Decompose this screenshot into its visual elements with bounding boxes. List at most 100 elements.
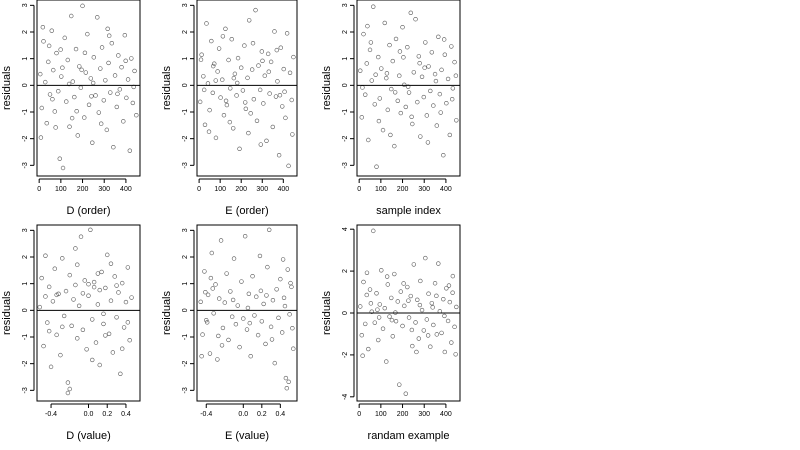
data-point	[377, 302, 382, 307]
y-tick-label: 0	[22, 308, 29, 312]
data-point	[278, 276, 283, 282]
data-point	[204, 320, 210, 325]
data-point	[129, 56, 134, 61]
y-tick-label: -1	[182, 334, 189, 340]
data-point	[60, 165, 66, 171]
data-point	[453, 352, 458, 357]
data-point	[99, 45, 105, 50]
data-point	[395, 98, 400, 104]
data-point	[253, 7, 258, 13]
y-tick-label: 2	[182, 30, 189, 34]
data-point	[69, 13, 74, 19]
data-point	[384, 274, 390, 279]
data-point	[46, 284, 52, 290]
data-point	[392, 271, 397, 277]
data-point	[200, 332, 205, 337]
data-point	[83, 70, 88, 75]
data-point	[73, 282, 78, 288]
plot-frame	[356, 0, 461, 177]
data-point	[279, 330, 285, 335]
data-point	[86, 293, 91, 298]
x-tick-label: 400	[440, 411, 452, 418]
data-point	[416, 54, 421, 59]
data-point	[127, 338, 132, 343]
data-point	[237, 146, 242, 152]
data-point	[82, 278, 87, 283]
data-point	[127, 148, 133, 153]
data-point	[398, 289, 403, 294]
data-point	[444, 286, 449, 291]
data-point	[64, 99, 69, 104]
data-point	[197, 99, 203, 105]
data-point	[95, 271, 101, 276]
y-tick-label: -2	[342, 352, 349, 358]
data-point	[408, 10, 413, 16]
data-point	[402, 303, 407, 309]
data-point	[243, 106, 249, 112]
data-point	[439, 330, 444, 336]
data-point	[400, 25, 405, 30]
y-tick-label: -2	[182, 360, 189, 366]
data-point	[118, 371, 123, 376]
data-point	[270, 124, 275, 130]
data-point	[242, 234, 248, 239]
data-point	[75, 336, 80, 341]
data-point	[198, 299, 203, 304]
data-point	[119, 64, 124, 70]
data-point	[286, 163, 291, 169]
data-point	[70, 79, 75, 84]
data-point	[232, 71, 238, 77]
data-point	[376, 118, 382, 124]
data-point	[239, 279, 244, 284]
data-point	[231, 256, 237, 261]
data-point	[84, 347, 89, 352]
data-point	[246, 291, 252, 296]
x-tick-label: 100	[375, 411, 387, 418]
panel-randam-example: 0 100 200 300 400 -4 -2 0 2 4 randam example residu…	[321, 224, 461, 442]
data-point	[226, 57, 231, 63]
data-point	[266, 69, 271, 74]
y-tick-label: -2	[342, 135, 349, 141]
data-point	[380, 326, 386, 331]
data-point	[429, 50, 435, 55]
data-point	[231, 126, 236, 131]
data-point	[403, 104, 408, 110]
data-point	[257, 87, 263, 93]
x-tick-label: 0	[357, 186, 361, 193]
x-tick-label: 0.2	[257, 411, 267, 418]
data-point	[363, 92, 368, 97]
panel-sample-index: 0 100 200 300 400 -3 -2 -1 0 1 2 3 sample index resid…	[321, 0, 461, 217]
data-point	[230, 297, 236, 303]
y-tick-label: -1	[182, 109, 189, 115]
data-point	[91, 55, 97, 60]
data-point	[38, 71, 43, 77]
data-point	[267, 227, 272, 233]
data-point	[39, 105, 44, 111]
data-point	[257, 253, 263, 259]
data-point	[433, 78, 439, 84]
data-point	[389, 317, 395, 323]
data-point	[104, 127, 110, 133]
data-point	[209, 250, 215, 256]
x-tick-label: 200	[77, 186, 89, 193]
data-point	[276, 315, 281, 320]
data-point	[416, 336, 421, 341]
panel-d-value: -0.4 0.0 0.2 0.4 -3 -2 -1 0 1 2 3 D (value) residual…	[1, 224, 141, 442]
data-point	[74, 108, 79, 114]
data-point	[272, 29, 277, 34]
data-point	[258, 288, 264, 294]
y-tick-label: -3	[182, 162, 189, 168]
data-point	[210, 286, 215, 291]
data-point	[80, 327, 86, 332]
data-point	[441, 296, 446, 302]
data-point	[75, 133, 80, 138]
data-point	[99, 269, 104, 275]
data-point	[397, 382, 402, 387]
data-point	[73, 246, 78, 251]
data-point	[203, 290, 208, 295]
data-point	[213, 282, 218, 287]
y-tick-label: 2	[22, 30, 29, 34]
x-tick-label: 0.0	[84, 411, 94, 418]
data-point	[205, 81, 211, 86]
data-point	[218, 95, 223, 100]
